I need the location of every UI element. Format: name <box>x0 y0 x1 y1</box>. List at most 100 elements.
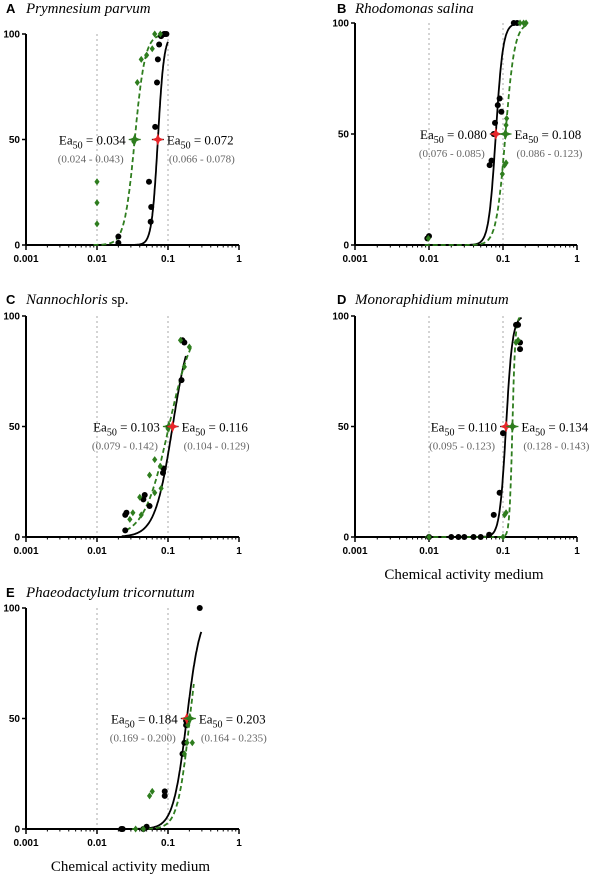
ec50-marker <box>151 133 164 146</box>
data-point <box>119 826 126 832</box>
y-tick-label: 0 <box>343 241 349 252</box>
data-point <box>122 527 129 534</box>
ec50-label: Ea50 = 0.184 <box>111 712 178 731</box>
data-point <box>149 787 155 795</box>
data-point <box>137 493 143 501</box>
panel-title: Phaeodactylum tricornutum <box>25 585 195 601</box>
data-point <box>138 511 144 519</box>
data-point <box>499 170 505 178</box>
panel-b: B Rhodomonas salina 0 50 100 0.001 0.01 0.1 1 Ea5… <box>332 1 582 265</box>
data-point <box>498 108 505 115</box>
ec50-label: Ea50 = 0.103 <box>93 420 160 439</box>
data-point <box>500 430 506 437</box>
ec50-label: Ea50 = 0.108 <box>514 127 581 146</box>
data-point <box>152 489 158 497</box>
fit-curve <box>121 355 187 538</box>
data-point <box>115 233 122 240</box>
panel-letter: A <box>6 1 16 16</box>
data-point <box>146 471 153 479</box>
y-tick-label: 0 <box>14 241 20 252</box>
data-point <box>501 511 508 519</box>
x-tick-label: 0.001 <box>13 838 38 849</box>
data-point <box>140 825 146 833</box>
data-point <box>186 343 192 351</box>
data-point <box>178 377 185 384</box>
data-point <box>488 157 495 164</box>
data-point <box>504 114 510 122</box>
data-point <box>477 534 484 540</box>
data-point <box>523 19 529 27</box>
data-point <box>501 161 508 169</box>
y-tick-label: 0 <box>14 533 20 544</box>
panel-letter: E <box>6 585 15 600</box>
y-tick-label: 100 <box>3 312 20 323</box>
data-point <box>154 79 161 86</box>
ec50-ci-label: (0.076 - 0.085) <box>419 148 485 160</box>
y-tick-label: 50 <box>338 130 350 141</box>
data-point <box>177 336 184 344</box>
ec50-label: Ea50 = 0.072 <box>167 133 234 152</box>
data-point <box>500 533 506 541</box>
data-point <box>115 239 122 246</box>
data-point <box>496 489 503 496</box>
data-point <box>492 119 499 126</box>
x-axis-title: Chemical activity medium <box>384 567 543 583</box>
x-tick-label: 0.01 <box>87 254 107 265</box>
data-point <box>496 95 503 102</box>
x-tick-label: 0.001 <box>13 546 38 557</box>
data-point <box>470 534 477 540</box>
x-tick-label: 0.1 <box>496 254 510 265</box>
x-tick-label: 1 <box>236 254 242 265</box>
ec50-ci-label: (0.066 - 0.078) <box>169 154 235 166</box>
data-point <box>147 218 154 225</box>
data-point <box>517 19 523 27</box>
data-point <box>154 56 161 63</box>
panel-a: A Prymnesium parvum 0 50 100 0.001 0.01 0.1 1 Ea5… <box>3 1 242 265</box>
x-tick-label: 0.1 <box>496 546 510 557</box>
data-point <box>144 51 150 59</box>
data-point <box>515 336 521 344</box>
ec50-ci-label: (0.079 - 0.142) <box>92 441 158 453</box>
ec50-marker <box>506 420 519 433</box>
y-tick-label: 100 <box>3 604 20 615</box>
ec50-label: Ea50 = 0.116 <box>182 420 249 439</box>
data-point <box>181 750 187 758</box>
data-point <box>503 509 509 517</box>
x-tick-label: 0.01 <box>87 546 107 557</box>
panel-title: Monoraphidium minutum <box>354 292 509 308</box>
data-point <box>503 159 509 167</box>
y-tick-label: 50 <box>338 422 350 433</box>
panel-title: Rhodomonas salina <box>354 1 474 17</box>
data-point <box>138 55 144 63</box>
data-point <box>149 45 155 53</box>
ec50-label: Ea50 = 0.034 <box>59 133 126 152</box>
ec50-ci-label: (0.169 - 0.200) <box>110 733 176 745</box>
x-tick-label: 0.1 <box>161 254 175 265</box>
x-tick-label: 0.001 <box>342 254 367 265</box>
data-point <box>161 792 168 799</box>
data-point <box>152 30 158 38</box>
data-point <box>486 531 493 538</box>
data-point <box>490 511 497 518</box>
data-point <box>455 534 462 540</box>
y-tick-label: 100 <box>332 19 349 30</box>
data-point <box>152 123 159 130</box>
ec50-ci-label: (0.086 - 0.123) <box>516 148 582 160</box>
ec50-marker <box>128 133 141 146</box>
ec50-ci-label: (0.024 - 0.043) <box>58 154 124 166</box>
data-point <box>461 534 468 540</box>
ec50-label: Ea50 = 0.134 <box>521 420 588 439</box>
panel-title: Nannochloris sp. <box>25 292 129 308</box>
data-point <box>148 204 155 211</box>
data-point <box>145 178 152 185</box>
ec50-marker <box>166 420 179 433</box>
panel-title: Prymnesium parvum <box>25 1 151 17</box>
x-tick-label: 0.1 <box>161 546 175 557</box>
y-tick-label: 50 <box>9 135 21 146</box>
ec50-label: Ea50 = 0.110 <box>431 420 497 439</box>
data-point <box>503 121 509 129</box>
data-point <box>152 456 158 464</box>
data-point <box>159 469 166 476</box>
fit-curve <box>424 23 528 246</box>
